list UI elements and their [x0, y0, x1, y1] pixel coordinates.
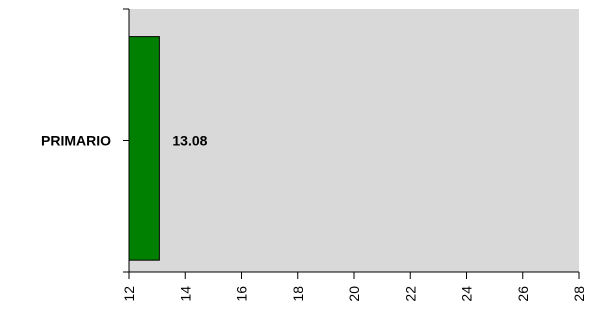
- x-tick-label: 28: [571, 286, 587, 302]
- x-tick-label: 22: [402, 286, 418, 302]
- x-tick-label: 24: [459, 286, 475, 302]
- data-label: 13.08: [172, 133, 207, 149]
- x-tick-label: 16: [234, 286, 250, 302]
- x-tick-label: 14: [177, 286, 193, 302]
- category-label: PRIMARIO: [41, 133, 111, 149]
- x-tick-label: 20: [346, 286, 362, 302]
- bar-primario: [128, 36, 160, 261]
- plot-area: [129, 9, 579, 272]
- x-tick-label: 12: [121, 286, 137, 302]
- axes-group: [123, 8, 580, 279]
- x-tick-label: 26: [515, 286, 531, 302]
- x-tick-label: 18: [290, 286, 306, 302]
- bars-group: [128, 36, 160, 261]
- labels-group: PRIMARIO 13.08 12 14 16 18 20 22 24 26 28: [41, 133, 587, 302]
